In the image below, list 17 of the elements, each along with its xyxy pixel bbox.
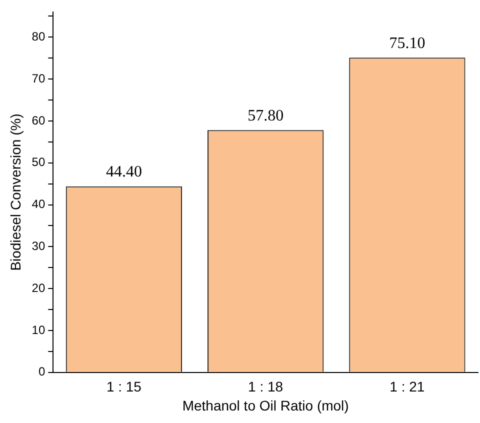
x-tick-label: 1 : 15 (106, 378, 142, 395)
y-tick-label: 10 (32, 322, 46, 337)
data-label: 57.80 (248, 107, 284, 124)
y-tick-label: 50 (32, 155, 46, 170)
y-tick-label: 30 (32, 238, 46, 253)
x-tick-label: 1 : 21 (390, 378, 425, 395)
x-tick-label: 1 : 18 (248, 378, 284, 395)
y-tick-label: 60 (32, 113, 46, 128)
y-tick-label: 70 (32, 71, 46, 86)
data-label: 44.40 (106, 164, 142, 181)
data-label: 75.10 (389, 34, 426, 52)
y-tick-label: 80 (32, 29, 46, 44)
y-axis-title: Biodiesel Conversion (%) (7, 114, 24, 271)
y-tick-label: 20 (32, 280, 46, 295)
x-axis-title: Methanol to Oil Ratio (mol) (182, 397, 349, 414)
y-tick-label: 40 (32, 197, 46, 212)
y-tick-label: 0 (38, 364, 46, 379)
